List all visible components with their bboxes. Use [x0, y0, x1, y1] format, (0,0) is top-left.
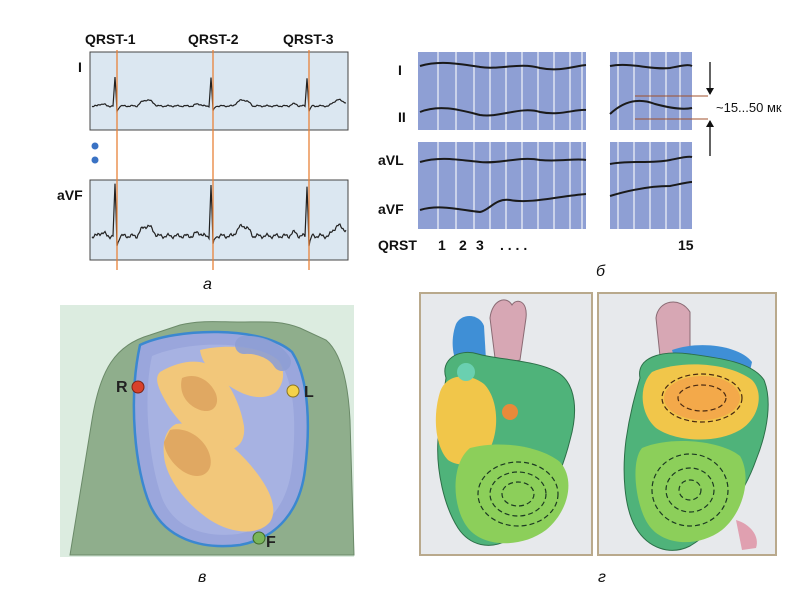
map-core-upper: [181, 375, 218, 412]
ellipsis-dot-2: [91, 156, 99, 164]
isoline-right-1: [651, 453, 729, 527]
panel-c: R L F в: [60, 305, 355, 586]
isoline-left-1: [477, 461, 559, 527]
seq-3: 3: [476, 237, 484, 253]
isoline-left-3: [501, 481, 535, 507]
heart-left: [435, 299, 576, 546]
ellipsis-dot-1: [91, 142, 99, 150]
ecg-box-bottom: [89, 179, 349, 261]
ecg-trace-top: [91, 77, 347, 114]
trace-avl-left: [419, 157, 587, 164]
electrode-label-f: F: [266, 534, 276, 551]
map-core-lower: [164, 429, 211, 476]
apex-pink-right: [736, 520, 757, 550]
hot-core-right: [664, 376, 740, 420]
seq-2: 2: [459, 237, 467, 253]
marker-label-3: QRST-3: [283, 31, 334, 47]
panel-a: QRST-1 QRST-2 QRST-3 I aVF а: [57, 31, 349, 293]
marker-label-2: QRST-2: [188, 31, 239, 47]
green-region-left: [455, 444, 569, 544]
caption-a: а: [203, 276, 212, 293]
trace-avl-right: [609, 155, 693, 165]
trace-i-left: [419, 61, 587, 71]
heart-right: [623, 301, 769, 551]
trace-ii-left: [419, 107, 587, 117]
aorta-right: [655, 301, 691, 357]
aorta-left: [489, 299, 527, 367]
isoline-left-2: [489, 471, 547, 517]
trace-avf-right: [609, 181, 693, 197]
hot-region-left: [435, 376, 497, 465]
electrode-label-r: R: [116, 379, 128, 396]
seq-dots: . . . .: [500, 237, 527, 253]
caption-b: б: [596, 263, 606, 280]
ecg-box-top: [89, 51, 349, 131]
isoline-right-top-1: [661, 373, 743, 423]
green-region-right: [635, 441, 746, 543]
gap-column: [586, 50, 610, 232]
lead-b-avl: aVL: [378, 152, 404, 168]
seq-15: 15: [678, 237, 694, 253]
caption-c: в: [198, 569, 206, 586]
isoline-right-2: [665, 467, 715, 513]
trace-ii-right: [609, 99, 693, 115]
lead-band-lower: [418, 142, 692, 229]
isoline-right-3: [678, 479, 702, 501]
trace-avf-left: [419, 193, 587, 214]
electrode-r: [131, 380, 145, 394]
electrode-f: [252, 531, 266, 545]
ecg-trace-bottom: [91, 183, 347, 247]
amp-arrowhead-up: [706, 120, 714, 127]
atrium-left: [457, 363, 475, 381]
electrode-label-l: L: [304, 384, 314, 401]
electrode-l: [286, 384, 300, 398]
caption-d: г: [598, 569, 606, 586]
amp-arrowhead-down: [706, 88, 714, 95]
lead-label-top: I: [78, 59, 82, 75]
lead-b-avf: aVF: [378, 201, 404, 217]
seq-1: 1: [438, 237, 446, 253]
hot-spot-left: [502, 404, 518, 420]
isoline-right-top-2: [677, 384, 727, 412]
lead-b-ii: II: [398, 109, 406, 125]
map-band-top: [235, 335, 291, 371]
lead-label-bottom: aVF: [57, 187, 83, 203]
panel-d: г: [419, 292, 777, 586]
lead-b-i: I: [398, 62, 402, 78]
map-region-upper-right: [200, 346, 284, 398]
trace-i-right: [609, 63, 693, 70]
marker-label-1: QRST-1: [85, 31, 136, 47]
qrst-label: QRST: [378, 237, 417, 253]
panel-b: I II aVL aVF ~15...50 мк QRST 1 2 3 . . …: [378, 50, 782, 280]
amplitude-label: ~15...50 мк: [716, 100, 782, 115]
